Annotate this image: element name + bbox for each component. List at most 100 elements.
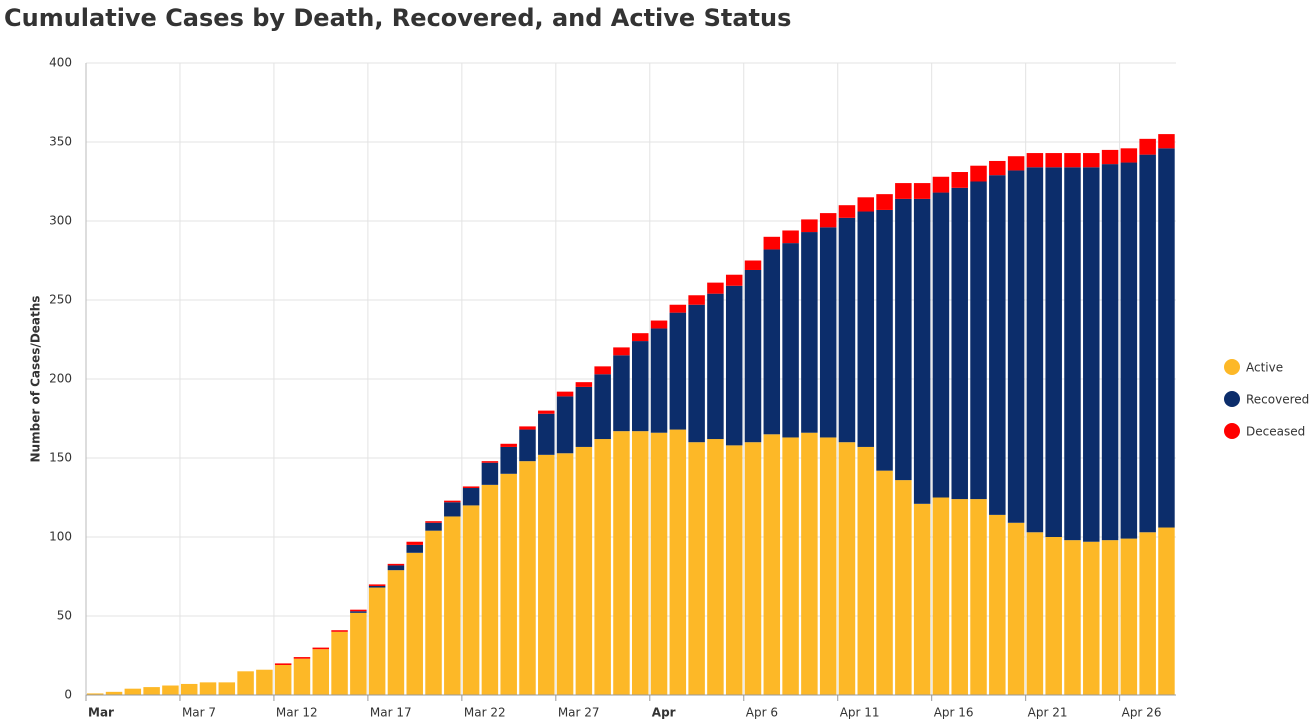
bar-segment xyxy=(425,522,442,531)
bar-segment xyxy=(538,413,555,455)
bar-segment xyxy=(876,194,893,210)
bar-segment xyxy=(481,461,499,463)
bar-segment xyxy=(1083,541,1100,695)
bar-segment xyxy=(387,565,405,571)
bar-segment xyxy=(462,488,480,506)
bar-segment xyxy=(481,462,499,485)
bar-segment xyxy=(444,502,461,517)
bar-segment xyxy=(519,429,536,462)
bar-segment xyxy=(1045,537,1062,695)
bar-segment xyxy=(857,197,875,212)
bar-segment xyxy=(895,183,912,199)
bar-segment xyxy=(500,473,517,695)
bar-segment xyxy=(444,516,461,695)
bar-segment xyxy=(951,187,968,500)
bar-segment xyxy=(124,688,142,695)
bar-segment xyxy=(1158,134,1175,149)
bar-segment xyxy=(782,243,799,438)
bar-segment xyxy=(1158,527,1175,695)
bar-segment xyxy=(707,293,724,440)
x-tick-label: Mar xyxy=(88,706,114,720)
x-tick-label: Apr 26 xyxy=(1122,706,1162,720)
bar-segment xyxy=(406,544,423,553)
y-tick-label: 200 xyxy=(49,372,72,386)
bar-segment xyxy=(632,431,649,695)
bar-segment xyxy=(143,687,160,695)
bar-segment xyxy=(763,249,781,435)
bar-segment xyxy=(274,664,292,695)
bar-segment xyxy=(1139,154,1156,533)
bar-segment xyxy=(87,693,104,695)
x-tick-label: Apr 11 xyxy=(840,706,880,720)
bar-segment xyxy=(462,505,480,695)
y-tick-label: 0 xyxy=(64,688,72,702)
bar-segment xyxy=(218,682,236,695)
bar-segment xyxy=(368,584,386,586)
bar-segment xyxy=(669,312,687,430)
bar-segment xyxy=(331,630,348,632)
bar-segment xyxy=(876,470,893,695)
bar-segment xyxy=(744,269,762,443)
bar-segment xyxy=(782,230,799,244)
bar-segment xyxy=(838,442,856,695)
bar-segment xyxy=(1026,167,1044,533)
bar-segment xyxy=(293,658,311,695)
x-tick-label: Apr 16 xyxy=(934,706,974,720)
bar-segment xyxy=(763,434,781,695)
bar-segment xyxy=(331,631,348,695)
bar-segment xyxy=(801,219,818,233)
bar-segment xyxy=(368,587,386,695)
bar-segment xyxy=(500,446,517,474)
bar-segment xyxy=(725,445,743,695)
bar-segment xyxy=(744,442,762,695)
bar-segment xyxy=(1120,162,1138,539)
bar-segment xyxy=(725,285,743,446)
bar-segment xyxy=(1045,167,1062,537)
bar-segment xyxy=(199,682,217,695)
bar-segment xyxy=(575,382,593,387)
legend-label: Recovered xyxy=(1246,393,1309,407)
bar-segment xyxy=(1120,538,1138,695)
bar-segment xyxy=(688,304,705,443)
bar-segment xyxy=(1026,532,1044,695)
bar-segment xyxy=(688,442,705,695)
y-tick-label: 250 xyxy=(49,293,72,307)
bar-segment xyxy=(1007,522,1025,695)
bar-segment xyxy=(913,503,931,695)
bar-segment xyxy=(1101,164,1119,541)
bar-segment xyxy=(1007,156,1025,171)
x-tick-label: Apr 21 xyxy=(1028,706,1068,720)
bar-segment xyxy=(970,499,987,695)
bar-segment xyxy=(857,211,875,447)
bar-segment xyxy=(312,647,330,650)
bar-segment xyxy=(744,260,762,270)
x-tick-label: Mar 7 xyxy=(182,706,216,720)
bar-segment xyxy=(650,432,668,695)
bar-segment xyxy=(519,461,536,695)
bar-segment xyxy=(406,552,423,695)
x-tick-label: Mar 22 xyxy=(464,706,506,720)
bar-segment xyxy=(857,446,875,695)
bar-segment xyxy=(632,341,649,432)
bar-segment xyxy=(707,282,724,294)
bar-segment xyxy=(707,439,724,695)
bar-segment xyxy=(594,366,611,375)
bar-segment xyxy=(256,669,273,695)
bar-segment xyxy=(763,236,781,250)
bar-segment xyxy=(838,217,856,443)
bar-segment xyxy=(1101,149,1119,165)
bar-segment xyxy=(1158,148,1175,528)
bar-segment xyxy=(970,181,987,500)
bar-segment xyxy=(406,541,423,545)
bar-segment xyxy=(989,514,1006,695)
bar-segment xyxy=(1083,153,1100,168)
bar-segment xyxy=(819,437,837,695)
x-tick-label: Apr 6 xyxy=(746,706,778,720)
bar-segment xyxy=(725,274,743,286)
y-tick-label: 400 xyxy=(49,56,72,70)
bar-segment xyxy=(312,649,330,695)
legend-label: Deceased xyxy=(1246,425,1305,439)
y-tick-label: 300 xyxy=(49,214,72,228)
legend-swatch xyxy=(1224,359,1240,375)
